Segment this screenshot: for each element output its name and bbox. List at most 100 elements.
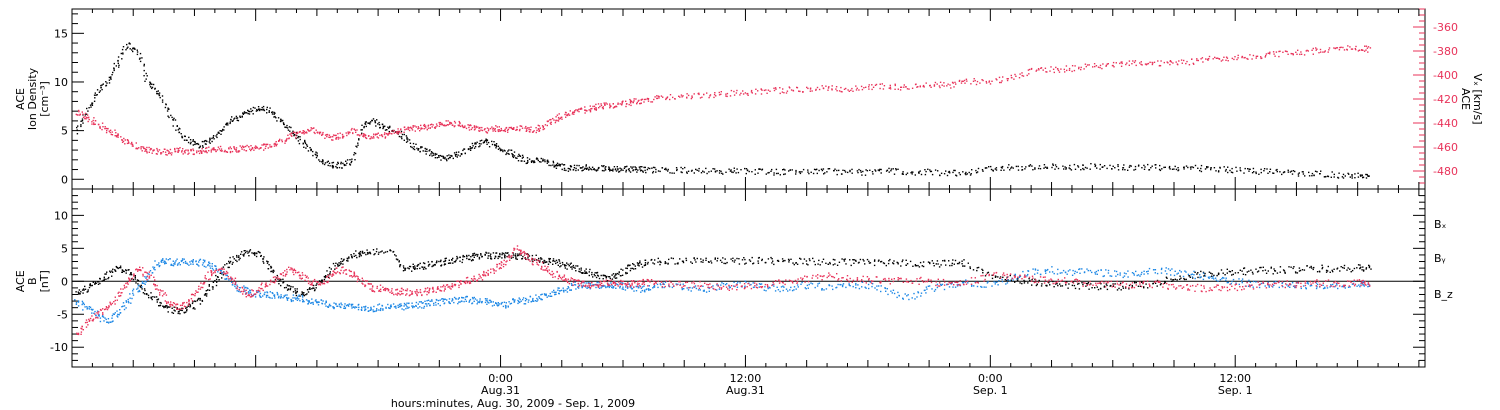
b-series-1-point xyxy=(607,285,609,287)
vx-series-point xyxy=(556,114,559,116)
ion-density-series-point xyxy=(322,162,324,165)
b-series-0-point xyxy=(198,297,200,300)
b-series-1-point xyxy=(398,303,401,306)
ion-density-series-point xyxy=(168,108,170,110)
ion-density-series-point xyxy=(1039,168,1042,170)
b-series-1-point xyxy=(307,300,309,302)
ion-density-series-point xyxy=(567,170,570,172)
vx-series-point xyxy=(202,150,205,152)
b-series-0-point xyxy=(1088,288,1090,290)
b-series-0-point xyxy=(972,269,975,271)
b-series-1-point xyxy=(273,295,276,297)
b-series-1-point xyxy=(708,290,710,292)
b-series-0-point xyxy=(961,260,963,262)
ion-density-series-point xyxy=(613,166,616,168)
b-series-1-point xyxy=(577,286,579,288)
b-series-0-point xyxy=(1250,269,1252,271)
ion-density-series-point xyxy=(1311,172,1314,175)
b-series-1-point xyxy=(797,286,799,288)
vx-series-point xyxy=(256,147,258,149)
vx-series-point xyxy=(429,127,431,129)
b-series-0-point xyxy=(1351,269,1354,272)
b-series-0-point xyxy=(994,276,997,278)
b-series-0-point xyxy=(1106,288,1109,291)
b-series-0-point xyxy=(266,262,269,264)
b-series-0-point xyxy=(208,289,211,291)
vx-series-point xyxy=(182,148,184,150)
b-series-0-point xyxy=(98,281,100,283)
ion-density-series-point xyxy=(376,119,378,121)
ion-density-series-point xyxy=(1065,168,1067,170)
b-series-1-point xyxy=(630,287,632,289)
vx-series-point xyxy=(828,86,830,88)
b-series-0-point xyxy=(97,281,99,283)
vx-series-point xyxy=(1246,57,1248,60)
ion-density-series-point xyxy=(145,78,147,80)
ion-density-series-point xyxy=(1338,172,1340,174)
ion-density-series-point xyxy=(526,157,529,159)
bottom-left-axis-title: ACE B [nT] xyxy=(14,270,51,292)
ion-density-series-point xyxy=(706,172,708,175)
ion-density-series-point xyxy=(237,119,240,122)
b-series-0-point xyxy=(976,269,978,272)
b-series-1-point xyxy=(793,286,796,288)
b-series-0-point xyxy=(359,253,362,255)
ion-density-series-point xyxy=(1357,176,1360,178)
b-series-1-point xyxy=(199,258,202,261)
ion-density-series-point xyxy=(1090,163,1092,165)
b-series-1-point xyxy=(420,301,422,303)
vx-series-point xyxy=(295,134,297,137)
ion-density-series-point xyxy=(537,159,539,162)
b-series-1-point xyxy=(170,263,173,266)
b-series-1-point xyxy=(81,300,84,303)
ion-density-series-point xyxy=(168,116,170,119)
b-series-0-point xyxy=(1265,272,1268,274)
b-series-1-point xyxy=(77,300,80,302)
vx-series-point xyxy=(489,127,492,130)
b-series-1-point xyxy=(518,300,520,303)
vx-series-point xyxy=(782,88,784,90)
vx-series-point xyxy=(269,144,271,146)
ion-density-series-point xyxy=(1304,175,1306,177)
ion-density-series-point xyxy=(573,164,576,167)
b-series-0-point xyxy=(121,271,123,273)
vx-series-point xyxy=(1058,71,1061,73)
vx-series-point xyxy=(1105,65,1107,67)
b-series-1-point xyxy=(451,298,454,300)
vx-series-point xyxy=(1093,63,1096,65)
top-right-tick-label: -360 xyxy=(1433,21,1458,34)
b-series-1-point xyxy=(545,294,547,296)
b-series-0-point xyxy=(700,258,702,260)
vx-series-point xyxy=(554,121,557,124)
ion-density-series-point xyxy=(651,167,653,169)
b-series-1-point xyxy=(510,302,513,305)
vx-series-point xyxy=(635,98,637,100)
ion-density-series-point xyxy=(1012,167,1014,169)
b-series-1-point xyxy=(448,301,450,303)
vx-series-point xyxy=(917,86,919,88)
b-series-1-point xyxy=(378,303,381,305)
vx-series-point xyxy=(263,149,265,151)
b-series-1-point xyxy=(904,293,906,295)
vx-series-point xyxy=(665,97,667,100)
vx-series-point xyxy=(1140,61,1142,63)
vx-series-point xyxy=(584,106,586,108)
b-series-1-point xyxy=(231,281,233,283)
vx-series-point xyxy=(1178,60,1180,62)
b-series-0-point xyxy=(1002,276,1004,278)
ion-density-series-point xyxy=(954,169,956,172)
ion-density-series-point xyxy=(128,42,130,45)
b-series-1-point xyxy=(426,300,428,302)
ion-density-series-point xyxy=(906,172,909,174)
vx-series-point xyxy=(1299,53,1301,56)
vx-series-point xyxy=(735,92,738,94)
vx-series-point xyxy=(790,89,793,91)
b-series-0-point xyxy=(677,263,679,265)
ion-density-series-point xyxy=(250,110,252,113)
vx-series-point xyxy=(370,136,372,138)
ion-density-series-point xyxy=(425,153,427,155)
b-series-0-point xyxy=(1270,267,1272,269)
b-series-1-point xyxy=(605,286,607,289)
ion-density-series-point xyxy=(1143,164,1145,167)
ion-density-series-point xyxy=(183,135,186,137)
